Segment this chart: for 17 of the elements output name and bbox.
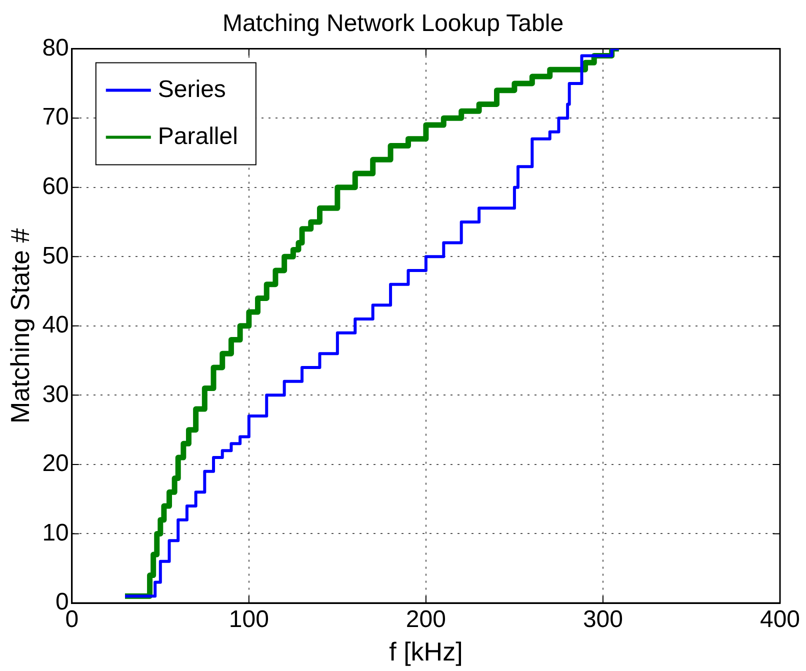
y-tick-label: 50 [42, 242, 69, 270]
x-tick-label: 300 [582, 606, 623, 634]
x-axis-title: f [kHz] [389, 636, 463, 667]
y-tick-label: 80 [42, 34, 69, 62]
y-tick-label: 20 [42, 450, 69, 478]
chart-title: Matching Network Lookup Table [222, 10, 564, 38]
y-tick-label: 30 [42, 380, 69, 408]
y-tick-label: 10 [42, 519, 69, 546]
x-tick-label: 100 [228, 606, 269, 634]
x-tick-label: 400 [760, 606, 800, 634]
y-tick-label: 40 [42, 312, 69, 339]
y-tick-label: 70 [42, 104, 69, 131]
y-axis-title: Matching State # [4, 228, 35, 424]
x-tick-label: 200 [406, 606, 446, 634]
y-tick-label: 60 [42, 172, 69, 200]
legend-label: Series [158, 76, 226, 103]
legend-label: Parallel [158, 122, 238, 150]
